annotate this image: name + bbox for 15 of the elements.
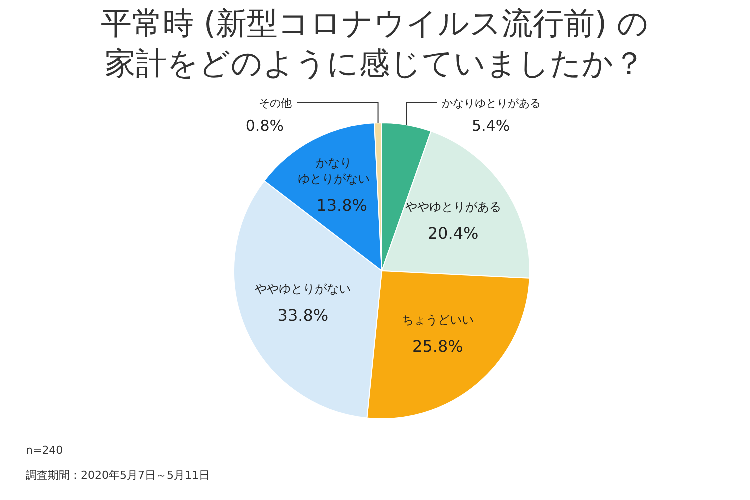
data-label: 25.8% — [412, 337, 464, 356]
text: n=240 — [26, 444, 64, 457]
slice-label: ややゆとりがある — [405, 200, 502, 214]
data-label: 0.8% — [246, 117, 284, 135]
slice-label: ややゆとりがない — [255, 282, 352, 296]
data-label: 5.4% — [472, 117, 510, 135]
data-label: 20.4% — [428, 224, 479, 244]
data-label: 33.8% — [278, 306, 329, 326]
slice-label: かなりゆとりがある — [442, 97, 541, 110]
text: 調査期間：2020年5月7日～5月11日 — [26, 468, 210, 483]
chart-title: 平常時 (新型コロナウイルス流行前) の家計をどのように感じていましたか？ — [100, 5, 650, 84]
slice-label: ちょうどいい — [402, 313, 474, 328]
slice-label: かなりゆとりがない — [298, 156, 370, 186]
slice-label: その他 — [259, 97, 292, 110]
data-label: 13.8% — [316, 196, 368, 216]
